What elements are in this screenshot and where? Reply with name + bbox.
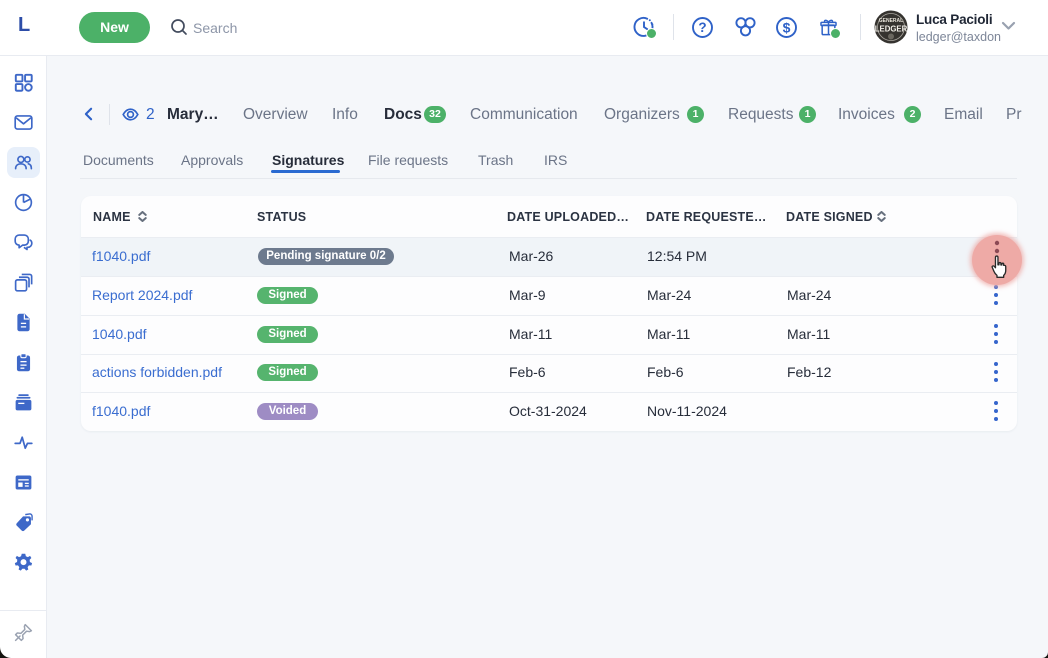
svg-text:GENERAL: GENERAL	[879, 18, 903, 24]
svg-text:$: $	[783, 19, 791, 35]
svg-text:?: ?	[698, 20, 706, 35]
svg-text:LEDGER: LEDGER	[875, 25, 908, 34]
